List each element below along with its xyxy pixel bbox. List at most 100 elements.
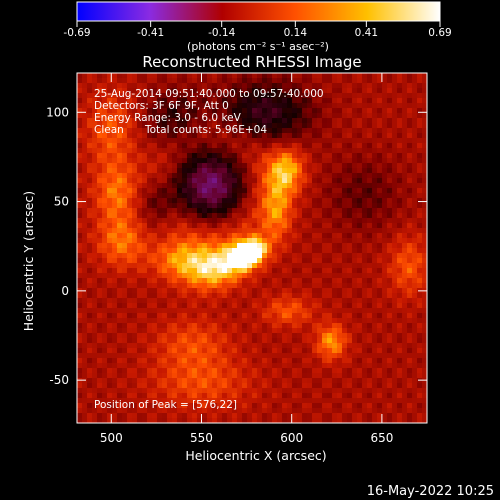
heatmap-cell	[297, 313, 303, 319]
heatmap-cell	[327, 168, 333, 174]
heatmap-cell	[82, 338, 88, 344]
heatmap-cell	[392, 298, 398, 304]
heatmap-cell	[357, 283, 363, 289]
heatmap-cell	[287, 268, 293, 274]
heatmap-cell	[107, 318, 113, 324]
heatmap-cell	[367, 278, 373, 284]
heatmap-cell	[337, 388, 343, 394]
heatmap-cell	[167, 323, 173, 329]
heatmap-cell	[137, 283, 143, 289]
heatmap-cell	[332, 208, 338, 214]
heatmap-cell	[92, 98, 98, 104]
heatmap-cell	[362, 158, 368, 164]
heatmap-cell	[102, 383, 108, 389]
heatmap-cell	[182, 118, 188, 124]
heatmap-cell	[312, 268, 318, 274]
heatmap-cell	[232, 253, 238, 259]
heatmap-cell	[177, 358, 183, 364]
heatmap-cell	[207, 213, 213, 219]
heatmap-cell	[107, 258, 113, 264]
heatmap-cell	[247, 348, 253, 354]
heatmap-cell	[272, 158, 278, 164]
heatmap-cell	[167, 238, 173, 244]
heatmap-cell	[177, 148, 183, 154]
heatmap-cell	[107, 308, 113, 314]
heatmap-cell	[232, 103, 238, 109]
heatmap-cell	[422, 183, 427, 189]
heatmap-cell	[307, 138, 313, 144]
heatmap-cell	[232, 368, 238, 374]
heatmap-cell	[252, 183, 258, 189]
heatmap-cell	[87, 408, 93, 414]
heatmap-cell	[172, 318, 178, 324]
heatmap-cell	[402, 288, 408, 294]
heatmap-cell	[387, 408, 393, 414]
heatmap-cell	[117, 113, 123, 119]
heatmap-cell	[172, 118, 178, 124]
heatmap-cell	[112, 298, 118, 304]
heatmap-cell	[327, 313, 333, 319]
heatmap-cell	[222, 193, 228, 199]
heatmap-cell	[77, 163, 83, 169]
heatmap-cell	[267, 228, 273, 234]
heatmap-cell	[287, 283, 293, 289]
heatmap-cell	[407, 398, 413, 404]
heatmap-cell	[82, 108, 88, 114]
heatmap-cell	[187, 218, 193, 224]
heatmap-cell	[77, 203, 83, 209]
heatmap-cell	[372, 413, 378, 419]
heatmap-cell	[177, 133, 183, 139]
heatmap-cell	[92, 153, 98, 159]
heatmap-cell	[362, 93, 368, 99]
heatmap-cell	[277, 143, 283, 149]
heatmap-cell	[332, 353, 338, 359]
heatmap-cell	[277, 148, 283, 154]
heatmap-cell	[202, 128, 208, 134]
heatmap-cell	[162, 403, 168, 409]
heatmap-cell	[367, 243, 373, 249]
heatmap-cell	[122, 283, 128, 289]
heatmap-cell	[112, 98, 118, 104]
heatmap-cell	[277, 398, 283, 404]
heatmap-cell	[207, 208, 213, 214]
heatmap-cell	[407, 318, 413, 324]
heatmap-cell	[372, 373, 378, 379]
heatmap-cell	[417, 153, 423, 159]
heatmap-cell	[182, 403, 188, 409]
heatmap-cell	[252, 203, 258, 209]
heatmap-cell	[232, 108, 238, 114]
heatmap-cell	[227, 163, 233, 169]
heatmap-cell	[212, 188, 218, 194]
heatmap-cell	[212, 373, 218, 379]
heatmap-cell	[322, 333, 328, 339]
heatmap-cell	[157, 253, 163, 259]
heatmap-cell	[292, 188, 298, 194]
heatmap-cell	[327, 158, 333, 164]
heatmap-cell	[277, 283, 283, 289]
heatmap-cell	[257, 113, 263, 119]
heatmap-cell	[412, 253, 418, 259]
heatmap-cell	[407, 258, 413, 264]
heatmap-cell	[262, 128, 268, 134]
heatmap-cell	[347, 298, 353, 304]
heatmap-cell	[332, 73, 338, 79]
heatmap-cell	[267, 298, 273, 304]
heatmap-cell	[267, 118, 273, 124]
heatmap-cell	[292, 148, 298, 154]
heatmap-cell	[117, 248, 123, 254]
heatmap-cell	[277, 318, 283, 324]
heatmap-cell	[387, 368, 393, 374]
heatmap-cell	[372, 363, 378, 369]
heatmap-cell	[327, 363, 333, 369]
heatmap-cell	[82, 148, 88, 154]
heatmap-cell	[252, 263, 258, 269]
heatmap-cell	[172, 193, 178, 199]
heatmap-cell	[312, 363, 318, 369]
heatmap-cell	[287, 293, 293, 299]
heatmap-cell	[392, 78, 398, 84]
heatmap-cell	[227, 118, 233, 124]
heatmap-cell	[337, 203, 343, 209]
heatmap-cell	[302, 263, 308, 269]
heatmap-cell	[157, 218, 163, 224]
heatmap-cell	[347, 363, 353, 369]
